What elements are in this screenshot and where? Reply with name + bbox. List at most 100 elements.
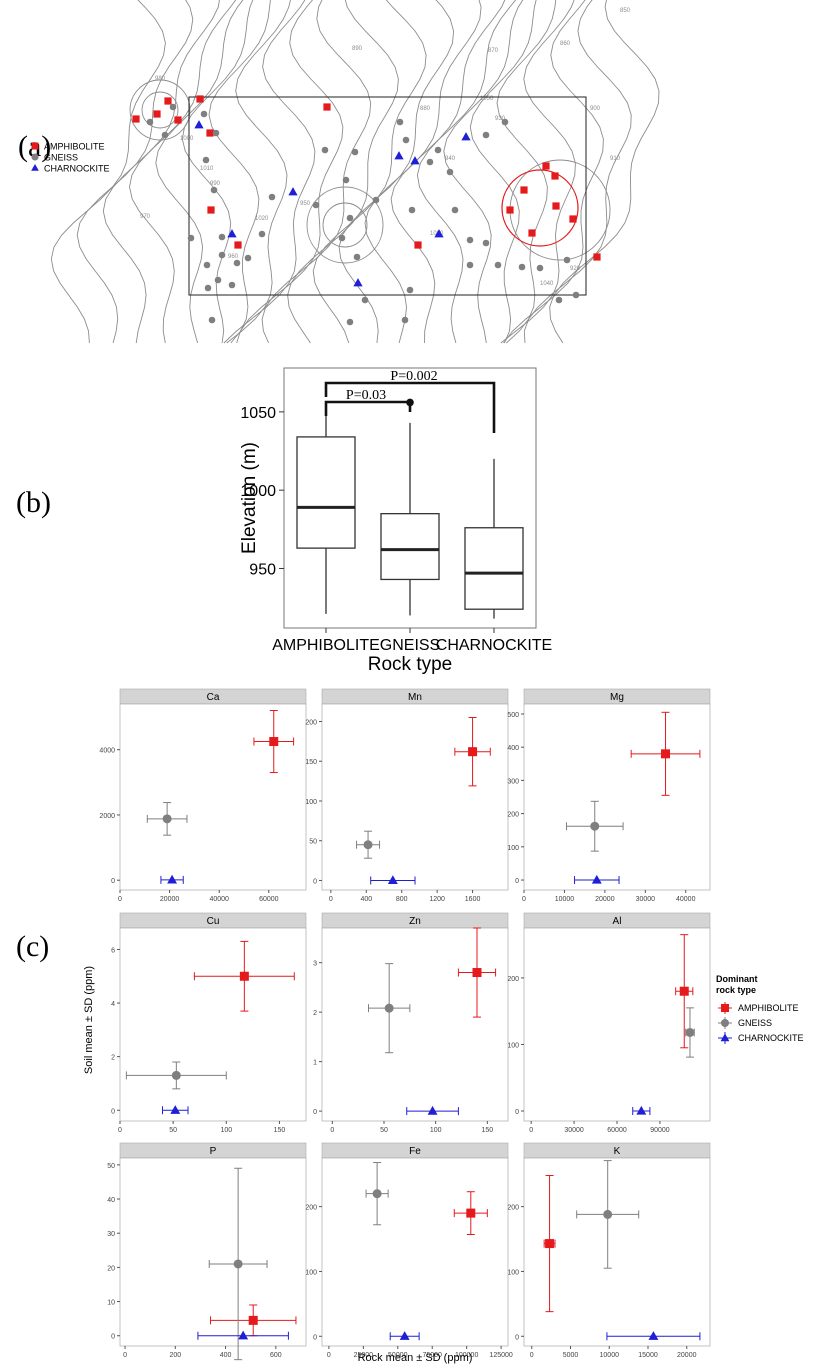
x-tick-label: 100 (430, 1127, 442, 1134)
map-point-gneiss (312, 201, 320, 209)
map-point-gneiss (351, 148, 359, 156)
x-tick-label: 0 (329, 896, 333, 903)
x-tick-label: 400 (360, 896, 372, 903)
x-tick-label: 0 (118, 1127, 122, 1134)
facet-title: Mn (408, 692, 422, 703)
study-area-rectangle (188, 96, 587, 296)
legend-marker-charnockite (720, 1033, 730, 1042)
point-p-amphibolite (248, 1315, 258, 1325)
map-point-gneiss (212, 129, 220, 137)
y-tick-label: 30 (107, 1231, 115, 1238)
point-al-charnockite (636, 1105, 647, 1115)
contour-line (364, 0, 482, 344)
facet-panel (523, 1157, 711, 1347)
y-tick-label: 100 (305, 1269, 317, 1276)
y-tick-label: 200 (507, 812, 519, 819)
y-tick-label: 20 (107, 1265, 115, 1272)
x-tick-label: 30000 (564, 1127, 584, 1134)
legend-marker-gneiss (721, 1019, 729, 1027)
y-tick-label: 0 (111, 1334, 115, 1341)
map-point-gneiss (218, 251, 226, 259)
contour-line (181, 0, 254, 344)
map-point-amphibolite (542, 162, 550, 170)
map-legend-marker-amphibolite (31, 142, 39, 150)
contour-line (129, 0, 237, 344)
map-point-gneiss (555, 296, 563, 304)
x-tick-label: 800 (396, 896, 408, 903)
x-tick-label: 10000 (600, 1352, 620, 1359)
contour-label: 870 (488, 48, 499, 54)
map-point-gneiss (204, 284, 212, 292)
y-tick-label: 100 (305, 799, 317, 806)
point-k-charnockite (648, 1331, 659, 1340)
x-tick-label: 1200 (429, 896, 445, 903)
y-tick-label: 0 (111, 1108, 115, 1115)
contour-line (416, 0, 517, 344)
map-point-gneiss (536, 264, 544, 272)
map-point-amphibolite (569, 215, 577, 223)
facet-al: Al 0 100 200 0 30000 60000 90000 (507, 912, 711, 1134)
legend-marker-amphibolite (721, 1004, 729, 1012)
x-tick-label: 20000 (160, 896, 180, 903)
box-gneiss (380, 513, 440, 581)
y-tick-label: 10 (107, 1300, 115, 1307)
x-tick-label: 100000 (455, 1352, 478, 1359)
facet-mg: Mg 0 100 200 300 400 500 0 10000 20000 30000 40000 (507, 688, 711, 903)
point-ca-charnockite (167, 874, 178, 884)
x-tick-label: 0 (330, 1127, 334, 1134)
y-tick-label: 6 (111, 947, 115, 954)
map-point-gneiss (451, 206, 459, 214)
x-tick-label: 60000 (607, 1127, 627, 1134)
x-tick-label: 200 (169, 1352, 181, 1359)
x-tick-label: 40000 (209, 896, 229, 903)
contour-line (523, 0, 632, 344)
contour-line (312, 0, 427, 344)
y-tick-label: 100 (507, 1042, 519, 1049)
map-point-charnockite (434, 229, 444, 238)
y-tick-label: 200 (507, 1205, 519, 1212)
x-tick-label: 20000 (595, 896, 615, 903)
contour-line (287, 0, 399, 344)
map-legend-marker-gneiss (31, 153, 39, 161)
x-tick-label: 0 (530, 1352, 534, 1359)
map-point-amphibolite (196, 95, 204, 103)
map-point-amphibolite (207, 206, 215, 214)
facet-title: Al (613, 916, 622, 927)
point-mg-amphibolite (661, 749, 671, 759)
contour-line (469, 0, 537, 344)
map-point-gneiss (200, 110, 208, 118)
point-cu-amphibolite (239, 971, 249, 981)
contour-line (496, 0, 557, 344)
contour-line (236, 0, 344, 344)
x-tick-label: 400 (220, 1352, 232, 1359)
y-tick-label: 0 (111, 878, 115, 885)
y-tick-label: 150 (305, 759, 317, 766)
map-point-gneiss (146, 118, 154, 126)
contour-line (503, 0, 604, 344)
x-tick-label: 5000 (563, 1352, 579, 1359)
map-point-amphibolite (132, 115, 140, 123)
contour-label: 1040 (540, 281, 554, 287)
contour-label: 970 (140, 214, 151, 220)
map-point-amphibolite (414, 241, 422, 249)
contour-label: 950 (300, 201, 311, 207)
legend-label-charnockite: CHARNOCKITE (738, 1033, 804, 1043)
map-point-gneiss (258, 230, 266, 238)
point-fe-gneiss (372, 1189, 382, 1199)
x-tick-label: 50 (380, 1127, 388, 1134)
facet-panel (523, 927, 711, 1122)
contour-label: 940 (445, 156, 456, 162)
map-point-charnockite (227, 229, 237, 238)
point-fe-charnockite (399, 1331, 410, 1340)
facet-cu: Cu 0 2 4 6 0 50 100 150 (111, 912, 307, 1134)
y-tick-label: 300 (507, 778, 519, 785)
point-zn-amphibolite (472, 968, 482, 978)
x-tick-label: 0 (522, 896, 526, 903)
contour-line (208, 0, 271, 344)
point-zn-charnockite (427, 1105, 438, 1115)
map-legend-label-charnockite: CHARNOCKITE (44, 164, 110, 174)
point-cu-charnockite (170, 1105, 181, 1114)
